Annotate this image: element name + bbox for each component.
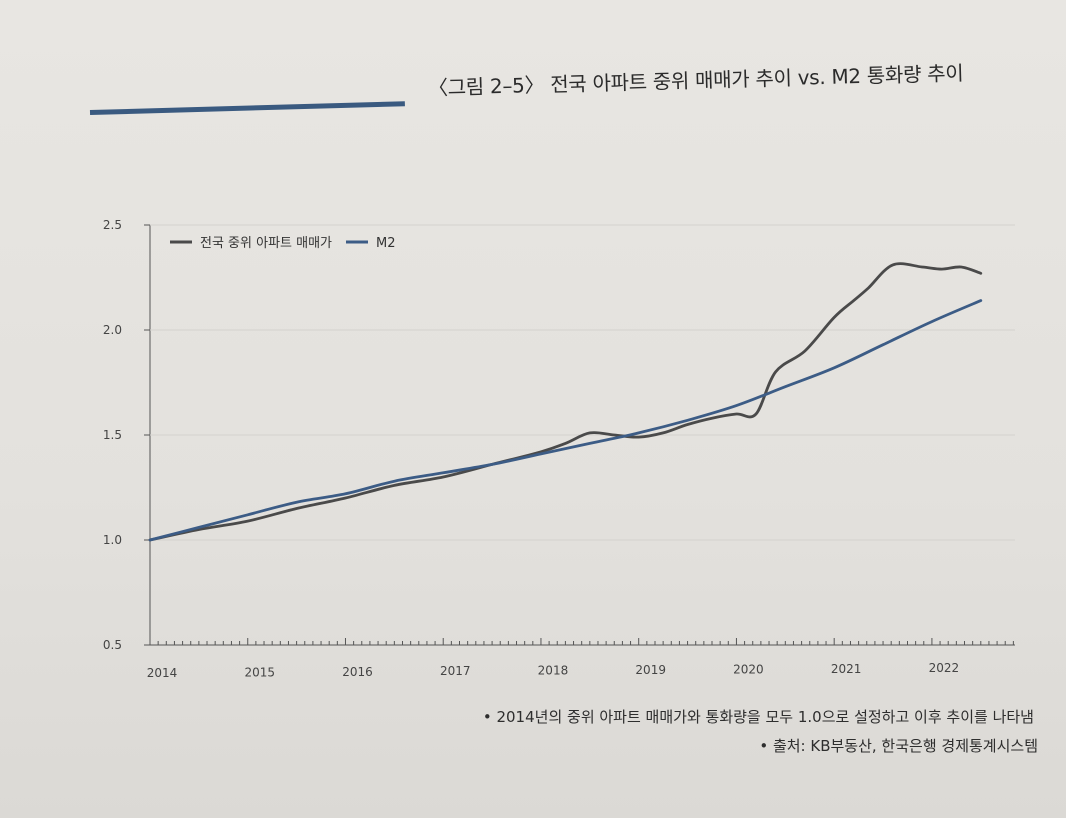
legend-label: 전국 중위 아파트 매매가	[200, 236, 332, 251]
x-tick-label: 2021	[831, 662, 862, 676]
chart-gridlines	[150, 224, 1015, 541]
x-tick-label: 2014	[147, 666, 178, 680]
chart-axes: 0.5 1.0 1.5 2.0 2.5 2014 2015 2016 2017 2018 2019 2…	[103, 218, 1015, 680]
y-tick-label: 1.5	[103, 428, 122, 442]
y-tick-label: 1.0	[103, 533, 122, 547]
footnote-source: • 출처: KB부동산, 한국은행 경제통계시스템	[759, 737, 1038, 755]
x-tick-label: 2016	[342, 665, 373, 679]
x-tick-label: 2022	[929, 661, 960, 675]
series-line-apartment-price	[148, 262, 983, 542]
chart-legend: 전국 중위 아파트 매매가 M2	[170, 236, 396, 251]
series-line-m2	[148, 299, 983, 542]
x-tick-label: 2018	[538, 664, 569, 678]
y-tick-label: 0.5	[103, 638, 122, 652]
x-tick-label: 2020	[733, 662, 764, 676]
legend-label: M2	[376, 236, 396, 251]
y-tick-label: 2.5	[103, 218, 122, 232]
y-tick-label: 2.0	[103, 323, 122, 337]
x-tick-label: 2015	[244, 665, 275, 679]
footnote-baseline: • 2014년의 중위 아파트 매매가와 통화량을 모두 1.0으로 설정하고 …	[482, 708, 1034, 726]
x-tick-label: 2017	[440, 664, 471, 678]
x-tick-label: 2019	[635, 663, 666, 677]
chart-series	[148, 262, 983, 542]
